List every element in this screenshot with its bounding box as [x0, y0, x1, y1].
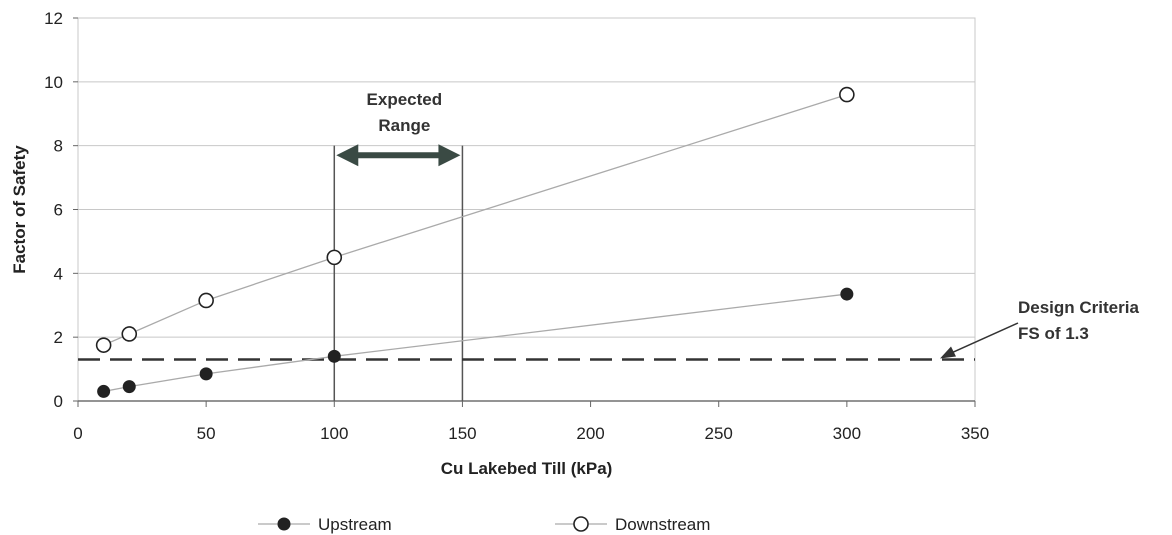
y-tick-label: 6 [54, 201, 63, 220]
series-layer [95, 86, 855, 398]
legend-item-downstream: Downstream [555, 515, 710, 534]
x-tick-label: 150 [448, 424, 476, 443]
x-axis-title: Cu Lakebed Till (kPa) [441, 459, 613, 478]
design-criteria-pointer [949, 322, 1019, 355]
y-axis-title: Factor of Safety [10, 145, 29, 274]
x-tick-label: 250 [705, 424, 733, 443]
expected-range-label: Expected [367, 90, 443, 109]
series-upstream [97, 287, 854, 398]
x-tick-label: 200 [576, 424, 604, 443]
x-tick-label: 50 [197, 424, 216, 443]
data-point [198, 292, 214, 309]
legend-marker [573, 516, 589, 532]
y-tick-label: 0 [54, 392, 63, 411]
series-downstream [95, 86, 855, 353]
design-criteria-pointer-head [940, 346, 956, 359]
y-tick-label: 10 [44, 73, 63, 92]
legend-label: Upstream [318, 515, 392, 534]
legend-item-upstream: Upstream [258, 515, 392, 534]
x-tick-label: 100 [320, 424, 348, 443]
data-point [839, 86, 855, 103]
x-tick-label: 0 [73, 424, 82, 443]
data-point [326, 249, 343, 266]
data-point [95, 337, 112, 353]
y-tick-labels: 0 2 4 6 8 10 12 [44, 9, 78, 411]
y-tick-label: 8 [54, 137, 63, 156]
x-tick-labels: 0 50 100 150 200 250 300 350 [73, 401, 989, 443]
data-point [122, 380, 136, 394]
design-criteria-line: Design Criteria FS of 1.3 [78, 298, 1139, 361]
data-point [840, 287, 854, 301]
data-point [121, 326, 138, 342]
x-tick-label: 350 [961, 424, 989, 443]
data-point [199, 367, 213, 381]
data-point [97, 384, 111, 398]
series-line [103, 293, 847, 393]
legend: Upstream Downstream [258, 515, 710, 534]
design-criteria-label: Design Criteria [1018, 298, 1139, 317]
expected-range-label: Range [378, 116, 430, 135]
design-criteria-label: FS of 1.3 [1018, 324, 1089, 343]
y-tick-label: 12 [44, 9, 63, 28]
range-arrow-left-head [336, 144, 359, 167]
data-point [327, 349, 341, 363]
y-tick-label: 4 [54, 264, 63, 283]
y-tick-label: 2 [54, 328, 63, 347]
grid-lines [78, 81, 975, 338]
range-arrow-right-head [438, 144, 461, 167]
legend-marker [277, 517, 291, 531]
legend-label: Downstream [615, 515, 710, 534]
x-tick-label: 300 [833, 424, 861, 443]
